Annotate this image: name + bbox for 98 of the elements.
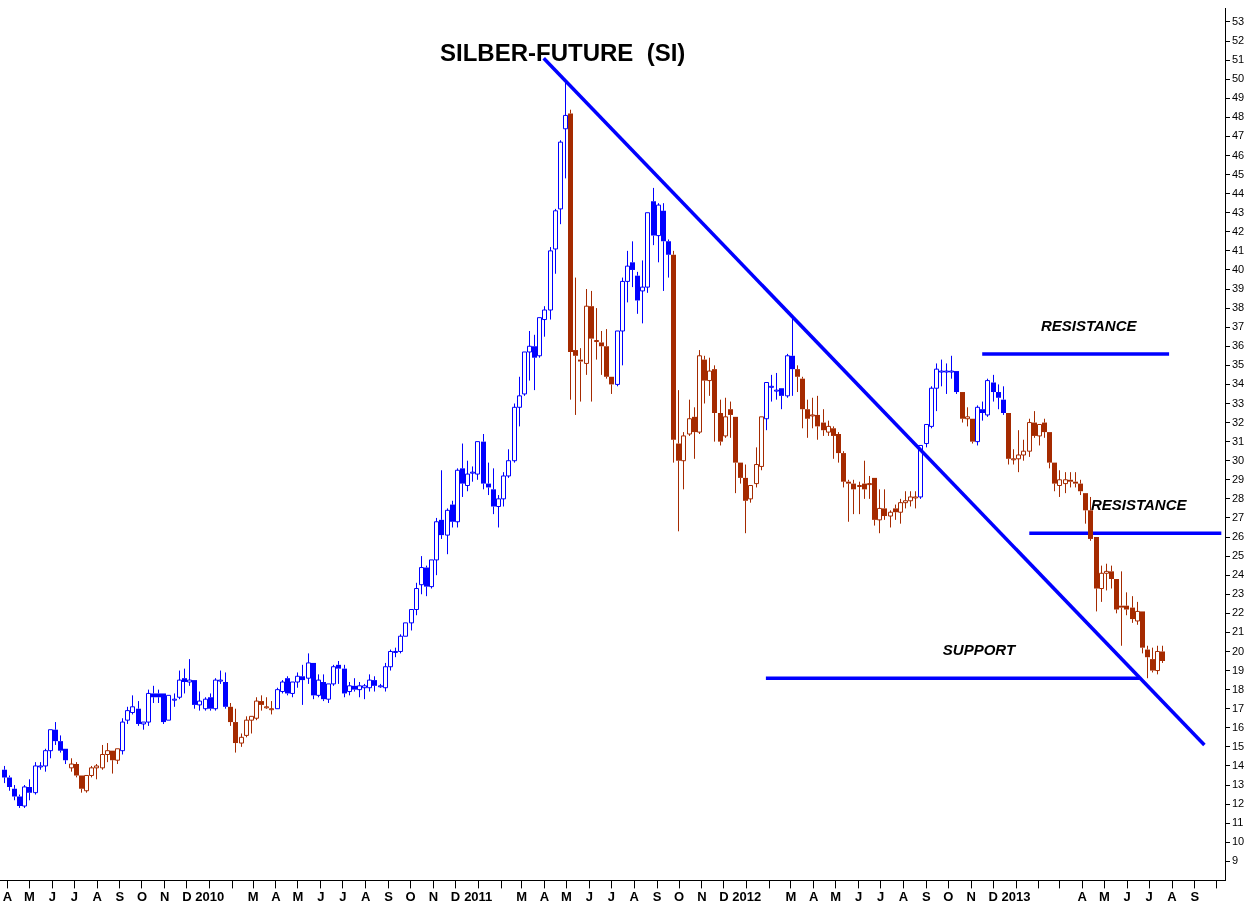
y-tick-label: 37 xyxy=(1232,320,1245,333)
y-tick-label: 49 xyxy=(1232,91,1245,104)
x-tick-label: J xyxy=(48,888,56,904)
x-tick-label: J xyxy=(1145,888,1153,904)
series-label: RESISTANCE xyxy=(1090,496,1188,514)
x-tick-label: M xyxy=(830,888,842,904)
y-tick-label: 23 xyxy=(1232,587,1245,600)
x-tick-label: M xyxy=(516,888,528,904)
x-tick-label: O xyxy=(136,888,148,904)
x-tick-label: O xyxy=(943,888,954,904)
x-tick-label: S xyxy=(115,888,125,904)
y-tick-label: 41 xyxy=(1232,243,1245,256)
y-tick-label: 35 xyxy=(1232,358,1245,371)
y-tick-label: 15 xyxy=(1232,739,1245,752)
series-label: SUPPORT xyxy=(942,641,1017,659)
y-tick-label: 46 xyxy=(1232,148,1245,161)
y-tick-label: 11 xyxy=(1232,816,1244,829)
y-tick-label: 43 xyxy=(1232,205,1245,218)
x-tick-label: J xyxy=(1123,888,1131,904)
text: SILBER-FUTURE (SI) xyxy=(440,39,686,67)
x-tick-label: A xyxy=(1077,888,1088,904)
y-tick-label: 40 xyxy=(1232,262,1245,275)
y-tick-label: 32 xyxy=(1232,415,1245,428)
y-tick-label: 38 xyxy=(1232,301,1245,314)
x-tick-label: O xyxy=(405,888,416,904)
y-tick-label: 22 xyxy=(1232,606,1245,619)
y-tick-label: 14 xyxy=(1232,758,1245,771)
x-tick-label: N xyxy=(966,888,976,904)
y-tick-label: 27 xyxy=(1232,510,1245,523)
x-tick-label: A xyxy=(360,888,371,904)
x-tick-label: M xyxy=(561,888,572,904)
y-tick-label: 19 xyxy=(1232,663,1245,676)
x-tick-label: O xyxy=(674,888,685,904)
y-tick-label: 36 xyxy=(1232,339,1245,352)
x-tick-label: J xyxy=(339,888,347,904)
x-tick-label: A xyxy=(1167,888,1178,904)
y-tick-label: 17 xyxy=(1232,701,1245,714)
x-tick-label: M xyxy=(292,888,304,904)
y-tick-label: 51 xyxy=(1232,53,1245,66)
x-tick-label: S xyxy=(384,888,394,904)
y-tick-label: 48 xyxy=(1232,110,1245,123)
y-tick-label: 50 xyxy=(1232,72,1245,85)
y-tick-label: 12 xyxy=(1232,797,1245,810)
x-tick-label: M xyxy=(247,888,259,904)
y-tick-label: 24 xyxy=(1232,568,1245,581)
y-tick-label: 10 xyxy=(1232,835,1245,848)
x-tick-label: S xyxy=(652,888,662,904)
y-tick-label: 44 xyxy=(1232,186,1245,199)
y-tick-label: 25 xyxy=(1232,549,1245,562)
y-tick-label: 9 xyxy=(1232,854,1239,867)
x-tick-label: 2011 xyxy=(464,888,493,904)
x-tick-label: J xyxy=(317,888,325,904)
y-tick-label: 34 xyxy=(1232,377,1245,390)
series-label: RESISTANCE xyxy=(1040,317,1138,335)
x-tick-label: A xyxy=(629,888,640,904)
y-tick-label: 26 xyxy=(1232,530,1245,543)
x-tick-label: D xyxy=(182,888,192,904)
y-tick-label: 13 xyxy=(1232,778,1245,791)
x-tick-label: D xyxy=(988,888,998,904)
x-tick-label: N xyxy=(160,888,170,904)
y-tick-label: 31 xyxy=(1232,434,1245,447)
x-tick-label: A xyxy=(898,888,909,904)
x-tick-label: M xyxy=(1098,888,1110,904)
x-tick-label: M xyxy=(24,888,35,904)
x-tick-label: J xyxy=(854,888,863,904)
x-tick-label: J xyxy=(877,888,885,904)
x-tick-label: 2010 xyxy=(195,888,225,904)
y-tick-label: 18 xyxy=(1232,682,1245,695)
y-tick-label: 16 xyxy=(1232,720,1245,733)
x-tick-label: A xyxy=(2,888,13,904)
y-tick-label: 20 xyxy=(1232,644,1245,657)
x-tick-label: N xyxy=(428,888,439,904)
x-tick-label: D xyxy=(719,888,729,904)
y-tick-label: 28 xyxy=(1232,491,1245,504)
x-tick-label: S xyxy=(921,888,931,904)
x-tick-label: A xyxy=(539,888,550,904)
y-tick-label: 47 xyxy=(1232,129,1245,142)
x-tick-label: J xyxy=(607,888,616,904)
y-tick-label: 33 xyxy=(1232,396,1245,409)
x-tick-label: J xyxy=(70,888,78,904)
y-tick-label: 39 xyxy=(1232,282,1245,295)
x-tick-label: 2012 xyxy=(732,888,762,904)
y-tick-label: 52 xyxy=(1232,34,1245,47)
x-tick-label: D xyxy=(450,888,461,904)
x-tick-label: 2013 xyxy=(1001,888,1031,904)
x-tick-label: N xyxy=(697,888,707,904)
y-tick-label: 29 xyxy=(1232,472,1245,485)
y-tick-label: 30 xyxy=(1232,453,1245,466)
x-tick-label: J xyxy=(585,888,593,904)
x-tick-label: A xyxy=(92,888,103,904)
y-tick-label: 42 xyxy=(1232,224,1245,237)
y-tick-label: 45 xyxy=(1232,167,1245,180)
y-tick-label: 53 xyxy=(1232,14,1245,27)
x-tick-label: A xyxy=(271,888,282,904)
x-tick-label: M xyxy=(785,888,797,904)
x-tick-label: S xyxy=(1190,888,1200,904)
y-tick-label: 21 xyxy=(1232,625,1245,638)
x-tick-label: A xyxy=(809,888,820,904)
